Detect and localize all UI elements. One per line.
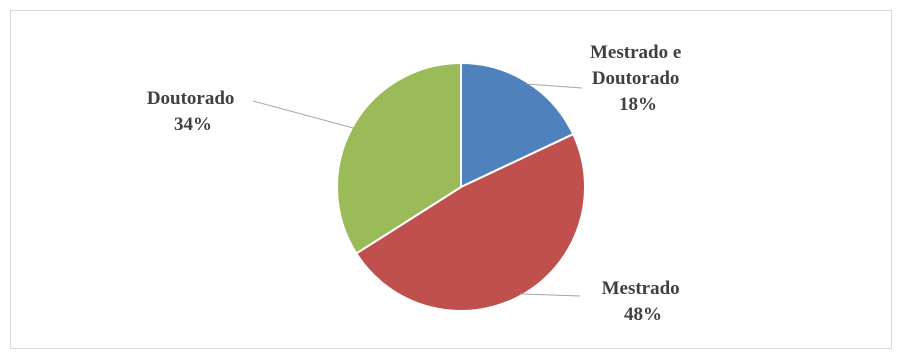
slice-label-line: Doutorado xyxy=(592,68,680,89)
slice-percent: 48% xyxy=(624,304,662,325)
slice-percent: 34% xyxy=(174,114,212,135)
leader-lines xyxy=(252,83,583,297)
slice-label-mestrado: Mestrado 48% xyxy=(602,278,685,325)
slice-label-line: Doutorado xyxy=(147,88,235,109)
pie-slice xyxy=(355,133,587,312)
leader-line xyxy=(252,100,355,129)
slice-label-line: Mestrado xyxy=(602,278,680,299)
slice-label-line: Mestrado e xyxy=(590,42,681,63)
leader-line xyxy=(519,293,581,297)
slice-label-doutorado: Doutorado 34% xyxy=(147,88,239,135)
pie-slices xyxy=(336,62,587,312)
leader-line xyxy=(526,83,583,89)
pie-slice xyxy=(460,62,575,188)
slice-percent: 18% xyxy=(619,94,657,115)
slice-label-mestrado-e-doutorado: Mestrado e Doutorado 18% xyxy=(590,42,686,115)
